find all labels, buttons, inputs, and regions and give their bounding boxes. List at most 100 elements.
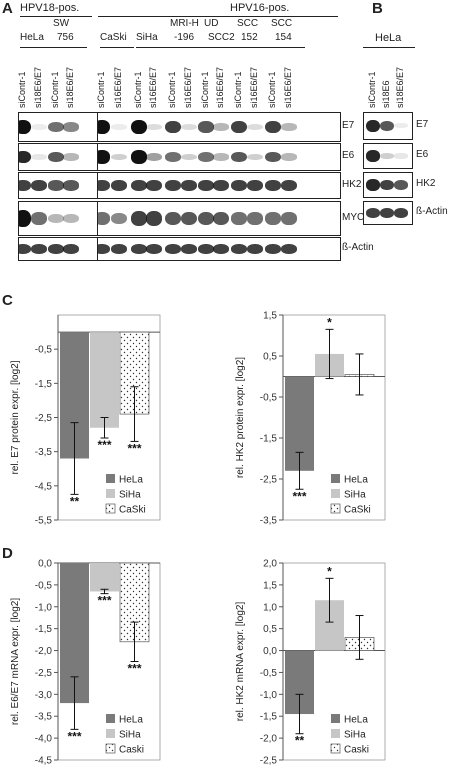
cell-line-label: -196 <box>174 32 195 43</box>
y-tick-label: 1,5 <box>263 580 277 591</box>
blot-band <box>111 212 127 225</box>
legend-swatch <box>331 714 340 723</box>
y-axis-label: rel. E7 protein expr. [log2] <box>10 360 21 474</box>
blot-band <box>48 121 64 133</box>
blot-band <box>380 120 394 132</box>
blot-band <box>366 207 380 218</box>
blot-strip <box>363 112 413 140</box>
blot-band <box>213 179 229 192</box>
cell-line-label: SCC <box>271 18 293 29</box>
blot-band <box>165 243 181 254</box>
legend-swatch <box>106 489 115 498</box>
y-tick-label: 0,0 <box>263 646 277 657</box>
bar-siha <box>90 563 119 592</box>
blot-band <box>281 153 297 161</box>
blot-band <box>198 151 214 162</box>
blot-band <box>19 119 31 135</box>
panel-letter-c: C <box>2 292 13 309</box>
blot-band <box>111 179 127 192</box>
blot-strip <box>363 172 413 198</box>
blot-band <box>198 243 214 254</box>
blot-band <box>198 211 214 226</box>
blot-band <box>48 151 64 163</box>
blot-band <box>19 179 31 192</box>
blot-band <box>165 151 181 162</box>
blot-band <box>181 243 197 254</box>
lane-label: si18E6/E7 <box>395 66 405 108</box>
blot-strip <box>18 172 100 199</box>
legend-label: Caski <box>344 745 369 756</box>
blot-band <box>247 212 263 225</box>
blot-band <box>98 243 110 254</box>
blot-strip <box>97 143 341 171</box>
blot-band <box>380 207 394 218</box>
group-label-hpv16: HPV16-pos. <box>230 2 290 14</box>
blot-label: HK2 <box>342 178 362 190</box>
legend-swatch <box>330 743 341 754</box>
blot-band <box>265 243 281 254</box>
blot-band <box>380 179 394 191</box>
blot-band <box>181 153 197 161</box>
blot-band <box>394 123 408 129</box>
blot-label: E6 <box>416 149 429 160</box>
lane-label: si16E6/E7 <box>283 66 293 108</box>
cell-line-label: SiHa <box>136 32 158 43</box>
blot-label: ß-Actin <box>342 242 374 253</box>
group-line-hpv16 <box>98 16 338 17</box>
chart-d-hk2-mrna: 2,0 1,5 1,0 0,5 0,0 -0,5 -1,0 -1,5 -2,0 -2,5 rel. … <box>235 559 386 767</box>
blot-band <box>63 180 79 191</box>
lane-label: siContr-1 <box>17 71 27 108</box>
blot-strip <box>18 112 100 142</box>
lane-label: si16E6/E7 <box>148 66 158 108</box>
significance-label: *** <box>127 441 141 455</box>
y-tick-label: -1,0 <box>260 690 278 701</box>
lane-label: si16E6/E7 <box>249 66 259 108</box>
lane-label: siContr-1 <box>133 71 143 108</box>
y-tick-label: -2,5 <box>260 475 278 486</box>
significance-label: *** <box>67 729 81 743</box>
blot-band <box>146 243 162 254</box>
cell-line-label: SCC2 <box>208 32 235 43</box>
blot-band <box>146 123 162 131</box>
significance-label: *** <box>127 662 141 676</box>
blot-band <box>48 180 64 191</box>
lane-label: si18E6/E7 <box>65 66 75 108</box>
blot-band <box>111 243 127 254</box>
legend-label: CaSki <box>344 505 371 516</box>
blot-band <box>366 150 380 162</box>
significance-label: ** <box>70 494 80 508</box>
blot-label: E6 <box>342 150 355 161</box>
y-tick-label: -3,5 <box>35 712 53 723</box>
lane-label: siContr-1 <box>200 71 210 108</box>
legend-label: HeLa <box>344 715 368 726</box>
blot-band <box>31 212 47 225</box>
legend-label: SiHa <box>119 730 141 741</box>
blot-band <box>98 212 110 225</box>
cell-line-label: SW <box>53 18 70 29</box>
blot-band <box>247 179 263 192</box>
blot-band <box>231 120 247 134</box>
significance-label: ** <box>295 734 305 748</box>
blot-band <box>213 153 229 161</box>
legend-label: Caski <box>119 745 144 756</box>
blot-band <box>63 243 79 254</box>
cell-line-underline <box>271 47 305 48</box>
blot-band <box>265 120 281 134</box>
blot-band <box>31 179 47 192</box>
blot-band <box>247 153 263 161</box>
blot-band <box>31 243 47 254</box>
y-tick-label: -1,5 <box>35 624 53 635</box>
blot-band <box>111 153 127 161</box>
blot-band <box>281 243 297 254</box>
lane-label: siContr-1 <box>167 71 177 108</box>
legend-label: CaSki <box>119 505 146 516</box>
lane-label: si16E6/E7 <box>183 66 193 108</box>
blot-band <box>394 179 408 191</box>
y-tick-label: -0,5 <box>260 393 278 404</box>
blot-band <box>380 153 394 159</box>
lane-label: siContr-1 <box>96 71 106 108</box>
blot-band <box>131 150 147 164</box>
lane-label: si18E6/E7 <box>33 66 43 108</box>
blot-band <box>281 212 297 225</box>
blot-strip <box>363 143 413 169</box>
